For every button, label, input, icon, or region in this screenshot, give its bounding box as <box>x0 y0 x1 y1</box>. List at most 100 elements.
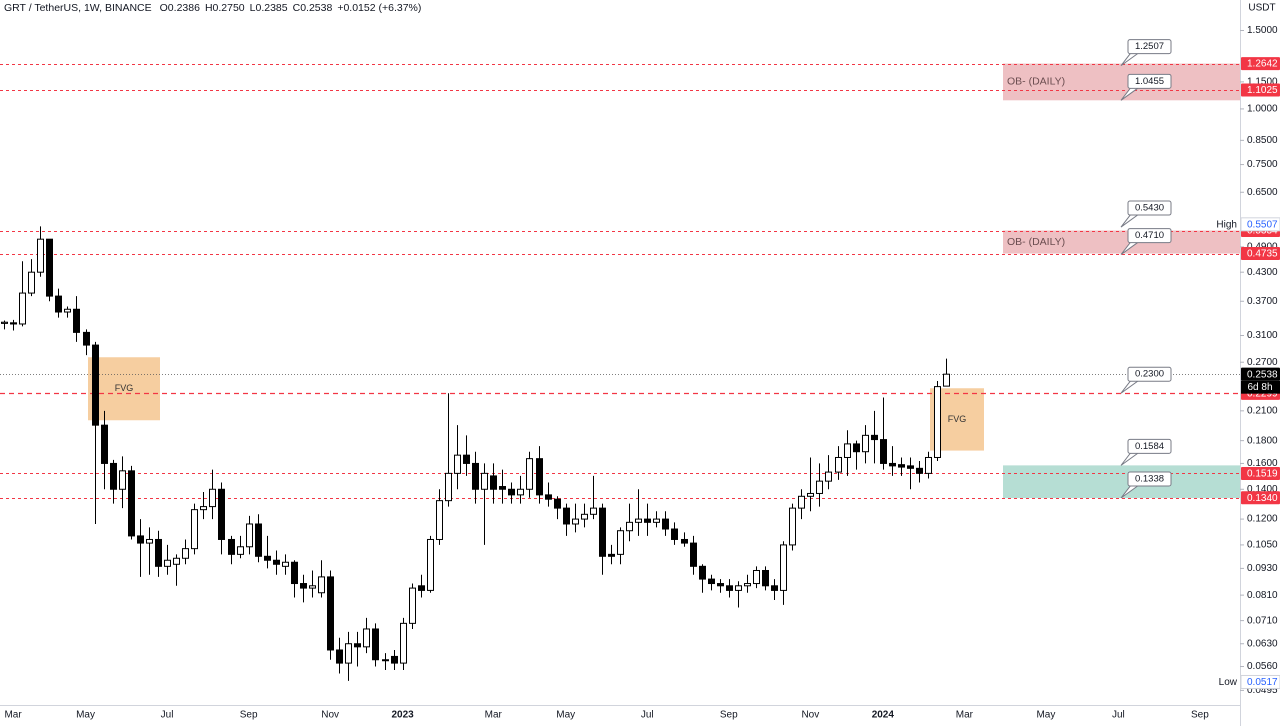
candle-body <box>472 462 479 490</box>
candle-body <box>599 507 606 557</box>
candle-body <box>382 659 389 662</box>
candle-body <box>37 238 44 273</box>
y-tick-label: 0.0560 <box>1247 661 1278 672</box>
callout-label: 0.2300 <box>1135 369 1164 380</box>
x-tick-label: Mar <box>4 710 22 721</box>
x-tick-label: Mar <box>485 710 503 721</box>
candle-body <box>789 507 796 546</box>
extreme-value: 0.5507 <box>1247 219 1278 230</box>
y-tick-label: 0.1200 <box>1247 514 1278 525</box>
y-tick-label: 0.0710 <box>1247 615 1278 626</box>
candle-body <box>481 472 488 490</box>
candle-body <box>744 583 751 587</box>
zone <box>1003 230 1240 254</box>
price-tag <box>1241 491 1280 505</box>
candle-body <box>653 518 660 523</box>
extreme-tag <box>1240 217 1280 232</box>
candle-body <box>690 542 697 567</box>
candle-body <box>907 465 914 469</box>
candle-body <box>155 538 162 567</box>
y-tick-label: 0.0630 <box>1247 638 1278 649</box>
candle-body <box>708 578 715 585</box>
ohlc-value: H0.2750 <box>205 2 245 14</box>
y-tick-label: 0.2700 <box>1247 357 1278 368</box>
candle-body <box>844 443 851 458</box>
callout-box <box>1127 228 1172 244</box>
candle-body <box>835 456 842 473</box>
candle-body <box>264 555 271 561</box>
candle-body <box>273 559 280 565</box>
y-tick-label: 0.8500 <box>1247 135 1278 146</box>
candle-body <box>681 538 688 544</box>
candle-body <box>237 546 244 555</box>
zone <box>1003 465 1240 499</box>
callout-box <box>1127 200 1172 216</box>
candle-body <box>771 585 778 591</box>
candle-body <box>228 538 235 555</box>
candle-body <box>862 434 869 453</box>
price-tag-label: 1.1025 <box>1247 85 1278 96</box>
x-tick-label: Jul <box>1112 710 1125 721</box>
candle-body <box>454 454 461 474</box>
y-tick-label: 0.1600 <box>1247 458 1278 469</box>
ohlc-value: C0.2538 <box>293 2 333 14</box>
extreme-title: Low <box>1219 677 1238 688</box>
x-tick-label: Nov <box>801 710 819 721</box>
y-tick-label: 0.3100 <box>1247 330 1278 341</box>
x-tick-label: May <box>76 710 95 721</box>
callout-box <box>1127 73 1172 89</box>
candle-body <box>55 295 62 313</box>
candle-body <box>445 472 452 502</box>
candle-body <box>291 561 298 585</box>
x-tick-label: Sep <box>240 710 258 721</box>
x-tick-label: Jul <box>161 710 174 721</box>
candle-body <box>554 498 561 509</box>
ohlc-value: L0.2385 <box>250 2 288 14</box>
candle-body <box>345 643 352 664</box>
x-tick-label: 2024 <box>872 710 895 721</box>
candle-body <box>191 509 198 550</box>
extreme-tag <box>1240 674 1280 689</box>
candle-body <box>218 488 225 540</box>
candle-body <box>300 583 307 589</box>
candle-body <box>916 467 923 474</box>
candle-body <box>889 462 896 467</box>
price-tag-label: 0.1340 <box>1247 493 1278 504</box>
callout-label: 1.2507 <box>1135 41 1164 52</box>
extreme-value: 0.0517 <box>1247 677 1278 688</box>
candle-body <box>173 557 180 565</box>
candle-body <box>871 434 878 441</box>
candle-body <box>699 565 706 580</box>
zone-label: FVG <box>115 383 134 393</box>
y-tick-label: 0.6500 <box>1247 187 1278 198</box>
callout-box <box>1127 471 1172 487</box>
candle-body <box>418 585 425 591</box>
x-tick-label: Sep <box>1191 710 1209 721</box>
x-tick-label: Mar <box>956 710 974 721</box>
candle-body <box>726 585 733 591</box>
callout-box <box>1127 39 1172 55</box>
candle-body <box>354 643 361 648</box>
candle-body <box>46 238 53 297</box>
y-tick-label: 0.3700 <box>1247 296 1278 307</box>
chart-header: GRT / TetherUS, 1W, BINANCE O0.2386 H0.275… <box>4 2 421 14</box>
candle-body <box>617 530 624 555</box>
price-tag-label: 0.2538 <box>1247 369 1278 380</box>
candle-body <box>327 576 334 651</box>
y-tick-label: 1.1500 <box>1247 77 1278 88</box>
y-tick-label: 1.0000 <box>1247 104 1278 115</box>
candle-body <box>925 456 932 474</box>
y-tick-label: 0.0495 <box>1247 685 1278 696</box>
ohlc-value: +0.0152 (+6.37%) <box>337 2 421 14</box>
x-tick-label: 2023 <box>392 710 415 721</box>
price-tag-label: 0.1519 <box>1247 469 1278 480</box>
candle-body <box>19 292 26 325</box>
candle-body <box>28 271 35 294</box>
candle-body <box>110 462 117 490</box>
candle-body <box>200 506 207 511</box>
callout-label: 0.5430 <box>1135 203 1164 214</box>
candle-body <box>101 424 108 464</box>
symbol-title: GRT / TetherUS, 1W, BINANCE <box>4 2 152 14</box>
